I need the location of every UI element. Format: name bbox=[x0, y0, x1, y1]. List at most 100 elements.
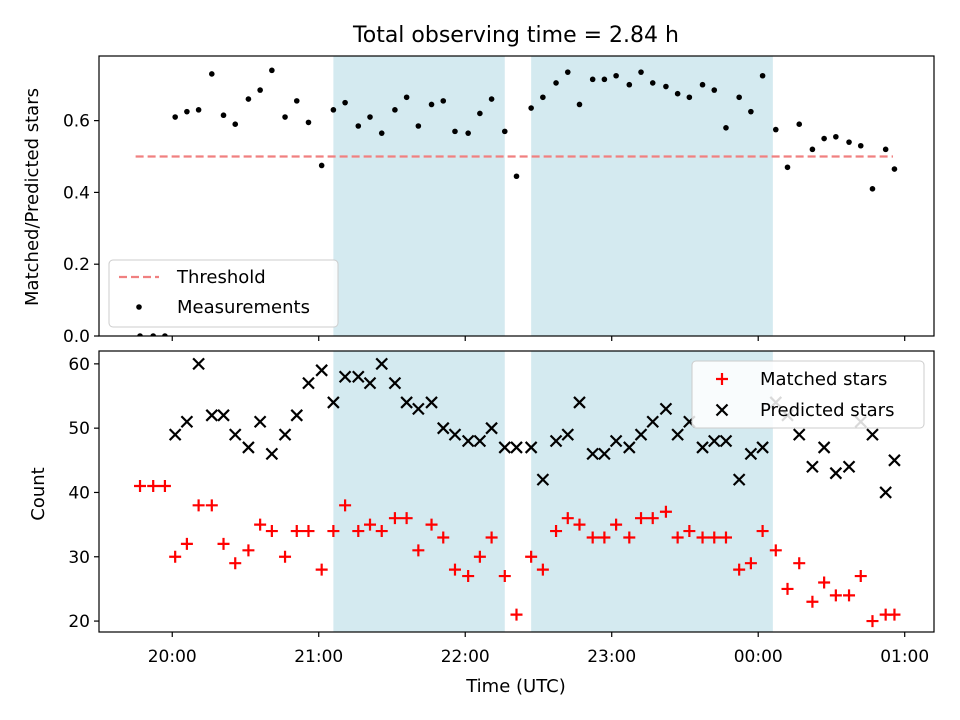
predicted-star-marker bbox=[315, 364, 328, 377]
measurement-point bbox=[857, 142, 864, 149]
y-axis-label-top: Matched/Predicted stars bbox=[22, 88, 43, 306]
predicted-star-marker bbox=[498, 441, 512, 454]
x-tick-label: 00:00 bbox=[734, 647, 783, 667]
predicted-star-marker bbox=[265, 447, 279, 461]
y-tick-label: 40 bbox=[68, 483, 90, 503]
measurement-point bbox=[833, 133, 839, 140]
top-axes-frame bbox=[98, 55, 935, 337]
matched-star-marker bbox=[400, 512, 413, 525]
matched-star-marker bbox=[364, 518, 377, 531]
predicted-star-marker bbox=[623, 441, 636, 454]
measurement-point bbox=[367, 114, 373, 120]
predicted-star-marker bbox=[352, 370, 365, 383]
predicted-star-marker bbox=[524, 441, 538, 454]
matched-star-marker bbox=[744, 557, 757, 570]
matched-star-marker bbox=[696, 531, 709, 544]
matched-star-marker bbox=[756, 525, 769, 538]
x-tick-label: 22:00 bbox=[441, 647, 490, 667]
matched-star-marker bbox=[683, 525, 696, 538]
measurement-point bbox=[428, 101, 435, 108]
measurement-point bbox=[638, 69, 644, 75]
legend-predicted-swatch bbox=[715, 403, 729, 417]
matched-star-marker bbox=[192, 499, 205, 512]
measurement-point bbox=[513, 173, 520, 180]
predicted-star-marker bbox=[573, 396, 586, 409]
y-tick-label: 0.4 bbox=[63, 183, 90, 203]
predicted-star-marker bbox=[425, 396, 438, 409]
measurement-point bbox=[736, 94, 742, 101]
legend-matched-swatch bbox=[716, 373, 728, 385]
predicted-star-marker bbox=[756, 441, 769, 454]
measurement-point bbox=[564, 69, 571, 75]
matched-star-marker bbox=[866, 615, 879, 628]
predicted-star-marker bbox=[228, 428, 242, 441]
matched-star-marker bbox=[646, 512, 659, 525]
legend-matched-label: Matched stars bbox=[760, 369, 887, 390]
measurement-point bbox=[184, 108, 190, 115]
measurement-point bbox=[626, 81, 633, 88]
matched-star-marker bbox=[375, 525, 388, 538]
matched-star-marker bbox=[279, 550, 292, 563]
top-panel-ratio: 0.0 0.2 0.4 0.6 Threshold Measurements bbox=[63, 55, 935, 347]
matched-star-marker bbox=[425, 518, 438, 531]
legend-top: Threshold Measurements bbox=[108, 259, 339, 328]
predicted-star-marker bbox=[744, 447, 758, 461]
matched-star-marker bbox=[719, 531, 732, 544]
x-tick-label: 23:00 bbox=[587, 647, 636, 667]
predicted-star-marker bbox=[205, 409, 219, 422]
predicted-star-marker bbox=[598, 447, 611, 461]
matched-star-marker bbox=[733, 563, 746, 576]
matched-star-marker bbox=[265, 525, 278, 538]
predicted-star-marker bbox=[696, 441, 709, 454]
measurement-point bbox=[540, 94, 546, 101]
measurement-point bbox=[601, 76, 608, 83]
predicted-star-marker bbox=[461, 434, 475, 448]
predicted-star-marker bbox=[302, 376, 315, 390]
matched-star-marker bbox=[242, 544, 255, 557]
y-tick-label: 0.2 bbox=[63, 255, 90, 275]
measurement-point bbox=[162, 333, 168, 336]
y-tick-label: 0.0 bbox=[63, 327, 90, 347]
matched-star-marker bbox=[498, 570, 511, 583]
measurement-point bbox=[613, 72, 619, 79]
shaded-interval-1 bbox=[333, 351, 505, 632]
measurement-point bbox=[150, 333, 157, 336]
predicted-star-marker bbox=[290, 409, 304, 422]
predicted-star-marker bbox=[485, 421, 498, 435]
x-tick-label: 20:00 bbox=[148, 647, 197, 667]
matched-star-marker bbox=[888, 608, 901, 621]
measurement-point bbox=[772, 126, 779, 133]
measurement-point bbox=[674, 90, 681, 97]
measurement-point bbox=[392, 107, 398, 113]
measurement-point bbox=[759, 72, 766, 79]
measurement-point bbox=[305, 119, 312, 126]
shaded-interval-1 bbox=[333, 56, 505, 336]
measurement-point bbox=[282, 114, 288, 120]
x-axis-label: Time (UTC) bbox=[465, 676, 566, 697]
predicted-star-marker bbox=[412, 402, 425, 416]
predicted-star-marker bbox=[561, 428, 575, 441]
predicted-star-marker bbox=[609, 434, 623, 448]
predicted-star-marker bbox=[338, 370, 352, 383]
matched-star-marker bbox=[525, 550, 538, 563]
measurement-point bbox=[711, 87, 718, 93]
measurement-point bbox=[686, 94, 693, 101]
predicted-star-marker bbox=[400, 396, 413, 409]
measurement-point bbox=[172, 114, 178, 120]
matched-star-marker bbox=[623, 531, 636, 544]
measurement-point bbox=[784, 164, 791, 171]
predicted-star-marker bbox=[719, 434, 733, 448]
measurement-point bbox=[293, 98, 300, 104]
legend-measurements-label: Measurements bbox=[177, 297, 310, 318]
measurement-point bbox=[528, 105, 534, 111]
measurement-point bbox=[488, 96, 495, 102]
measurement-point bbox=[269, 67, 275, 74]
x-tick-label: 21:00 bbox=[294, 647, 343, 667]
matched-star-marker bbox=[147, 480, 160, 493]
measurement-point bbox=[809, 146, 816, 153]
predicted-star-marker bbox=[436, 421, 450, 435]
measurement-point bbox=[220, 112, 227, 119]
measurement-point bbox=[796, 121, 803, 128]
measurement-point bbox=[649, 80, 656, 86]
legend-measurements-swatch bbox=[136, 304, 142, 310]
